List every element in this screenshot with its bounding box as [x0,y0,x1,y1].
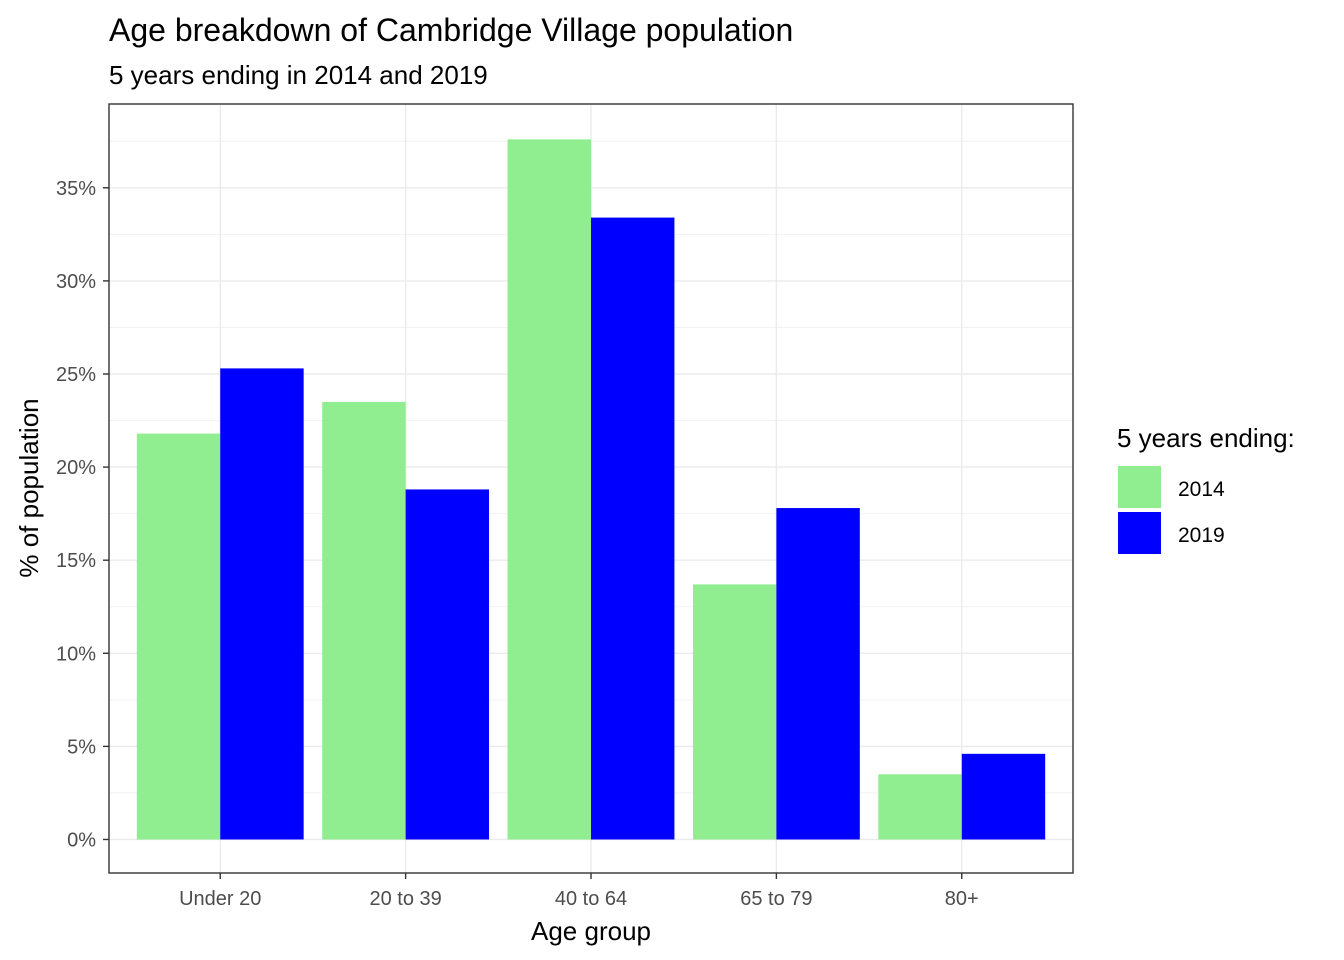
chart-title: Age breakdown of Cambridge Village popul… [109,12,793,48]
plot-area [108,103,1074,874]
bars [136,139,1046,840]
bar [220,368,304,840]
legend: 5 years ending: 2014 2019 [1117,423,1295,554]
legend-title: 5 years ending: [1117,423,1295,453]
bar [322,401,406,840]
y-tick-label: 30% [56,271,96,293]
x-axis-title: Age group [531,916,651,946]
bar [136,433,221,840]
bar [591,217,675,840]
x-tick-label: Under 20 [179,888,261,910]
x-tick-label: 20 to 39 [369,888,441,910]
bar [878,774,962,840]
x-axis: Under 20 20 to 39 40 to 64 65 to 79 80+ [179,873,979,910]
y-tick-label: 35% [56,178,96,200]
y-tick-label: 20% [56,457,96,479]
legend-key [1118,512,1161,554]
x-tick-label: 40 to 64 [555,888,627,910]
bar [507,139,591,840]
x-tick-label: 80+ [945,888,979,910]
bar [961,753,1046,840]
bar [776,508,860,840]
bar [692,584,777,840]
legend-label: 2014 [1178,478,1225,501]
y-axis: 0% 5% 10% 15% 20% 25% 30% 35% [56,178,109,851]
x-tick-label: 65 to 79 [740,888,812,910]
y-tick-label: 15% [56,550,96,572]
legend-items: 2014 2019 [1118,466,1225,554]
legend-label: 2019 [1178,524,1225,547]
y-tick-label: 10% [56,643,96,665]
legend-key [1118,466,1161,508]
bar [405,489,490,840]
y-tick-label: 25% [56,364,96,386]
y-tick-label: 5% [67,736,96,758]
chart-subtitle: 5 years ending in 2014 and 2019 [109,60,488,90]
y-tick-label: 0% [67,829,96,851]
y-axis-title: % of population [14,398,44,577]
